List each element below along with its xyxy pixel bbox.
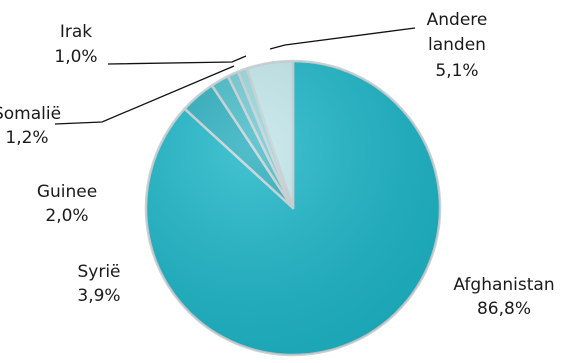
slice-label-value: 1,0% xyxy=(54,47,97,67)
slice-label-value: 3,9% xyxy=(77,286,120,306)
slice-label-value: 86,8% xyxy=(477,299,531,319)
pie-slices xyxy=(144,59,442,357)
slice-label-name: Afghanistan xyxy=(453,275,554,295)
slice-label-value: 2,0% xyxy=(45,206,88,226)
leader-line-andere-landen xyxy=(269,27,416,50)
slice-label-name-line2: landen xyxy=(428,35,486,55)
slice-label-value: 5,1% xyxy=(435,61,478,81)
leader-line-somalie xyxy=(54,65,235,125)
slice-label-name: Irak xyxy=(60,22,92,42)
slice-label-name: Guinee xyxy=(37,182,97,202)
slice-label-name: Syrië xyxy=(77,262,120,282)
slice-label-name: Somalië xyxy=(0,104,61,124)
slice-label-value: 1,2% xyxy=(5,128,48,148)
slice-label-name-line1: Andere xyxy=(427,10,488,30)
leader-line-irak xyxy=(107,55,247,65)
